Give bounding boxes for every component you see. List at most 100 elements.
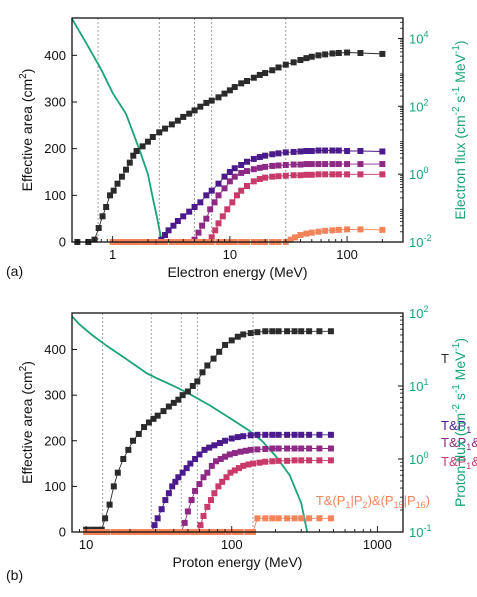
data-point	[269, 458, 276, 465]
data-point	[308, 53, 315, 60]
y2-tick-label: 101	[409, 377, 428, 394]
data-point	[206, 444, 213, 451]
data-point	[165, 403, 172, 410]
y-tick-label: 400	[44, 48, 66, 63]
data-point	[222, 453, 229, 460]
data-point	[231, 467, 238, 474]
data-point	[204, 503, 211, 510]
data-point	[269, 173, 276, 180]
data-point	[243, 183, 250, 189]
data-point	[275, 173, 282, 180]
data-point	[306, 328, 313, 335]
data-point	[196, 451, 203, 458]
data-point	[174, 117, 181, 124]
data-point	[291, 457, 298, 464]
data-point	[344, 161, 351, 168]
data-point	[233, 192, 240, 199]
data-point	[151, 522, 158, 529]
y2-axis-label: Electron flux (cm-2 s-1 MeV-1)	[451, 40, 468, 219]
data-point	[186, 208, 193, 215]
data-point	[194, 378, 201, 385]
data-point	[322, 51, 329, 58]
data-point	[284, 515, 291, 522]
data-point	[229, 199, 236, 206]
data-point	[95, 225, 102, 231]
data-point	[269, 162, 276, 169]
data-point	[275, 457, 282, 464]
data-point	[298, 328, 305, 335]
data-point	[269, 151, 276, 158]
data-point	[208, 97, 215, 104]
data-point	[203, 192, 210, 199]
y-axis-label: Effective area (cm2)	[18, 69, 35, 192]
x-tick-label: 1000	[363, 537, 392, 552]
data-point	[256, 71, 263, 78]
data-point	[243, 78, 250, 84]
panel-label: (b)	[6, 567, 23, 583]
data-point	[192, 456, 199, 462]
data-point	[240, 433, 247, 440]
data-point	[275, 328, 282, 335]
data-point	[297, 172, 304, 179]
data-point	[238, 80, 245, 87]
data-point	[123, 166, 130, 173]
data-point	[297, 148, 304, 155]
data-point	[191, 107, 198, 114]
data-point	[223, 474, 230, 481]
data-point	[238, 162, 245, 168]
y-tick-label: 200	[44, 141, 66, 156]
data-point	[262, 174, 269, 181]
data-point	[195, 229, 202, 236]
data-point	[256, 154, 263, 161]
data-point	[133, 148, 140, 154]
data-point	[200, 474, 207, 481]
data-point	[238, 187, 245, 194]
data-point	[250, 166, 257, 173]
data-point	[154, 412, 161, 419]
data-point	[298, 445, 305, 452]
data-point	[150, 415, 157, 422]
data-point	[247, 330, 254, 337]
data-point	[357, 161, 364, 168]
data-point	[156, 129, 163, 136]
data-point	[234, 434, 241, 441]
panel-a: 0 100 200 300 400 10-2 100 102 104 1 10 100 Electron…	[6, 17, 468, 280]
data-point	[130, 152, 137, 159]
data-point	[256, 164, 263, 171]
data-point	[180, 213, 187, 220]
data-point	[322, 161, 329, 168]
data-point	[235, 465, 242, 472]
series-label: T&P1	[441, 418, 471, 435]
data-point	[216, 348, 223, 355]
data-point	[329, 161, 336, 168]
data-point	[254, 446, 261, 453]
data-point	[228, 435, 235, 442]
data-point	[284, 328, 291, 335]
data-point	[175, 396, 182, 403]
series-label: T	[441, 351, 449, 366]
data-point	[327, 457, 334, 464]
data-point	[308, 229, 315, 236]
data-point	[188, 497, 195, 504]
x-tick-label: 100	[336, 247, 358, 262]
data-point	[284, 457, 291, 464]
data-point	[275, 162, 282, 169]
data-point	[180, 113, 187, 120]
data-point	[219, 213, 226, 220]
data-point	[203, 99, 210, 106]
data-point	[237, 448, 244, 455]
y2-tick-label: 100	[409, 450, 428, 467]
data-point	[245, 461, 252, 468]
series-1	[148, 431, 334, 535]
data-point	[208, 462, 215, 469]
data-point	[226, 451, 233, 458]
data-point	[291, 445, 298, 452]
y2-tick-label: 104	[409, 29, 428, 46]
data-point	[275, 515, 282, 522]
data-point	[269, 67, 276, 74]
data-point	[162, 232, 169, 238]
data-point	[135, 430, 142, 437]
y-axis-label: Effective area (cm2)	[18, 361, 35, 484]
data-point	[231, 173, 238, 180]
series-label: T&P1&P2&P3	[441, 454, 477, 471]
